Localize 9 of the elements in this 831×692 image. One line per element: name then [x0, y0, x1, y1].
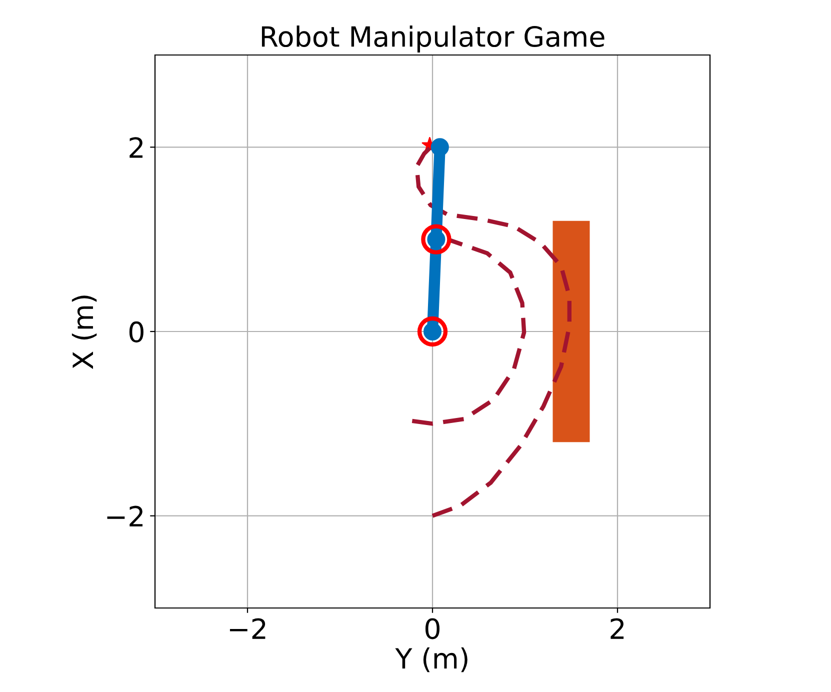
y-tick-label: 2	[130, 137, 142, 158]
y-tick-label: −2	[107, 506, 142, 526]
x-tick-label: 0	[425, 618, 440, 640]
chart-title: Robot Manipulator Game	[262, 26, 604, 52]
y-axis-title: X (m)	[72, 296, 97, 369]
y-tick-label: 0	[129, 321, 144, 342]
x-tick-label: 2	[610, 618, 624, 639]
x-tick-label: −2	[230, 618, 266, 639]
x-axis-title: Y (m)	[395, 647, 468, 672]
